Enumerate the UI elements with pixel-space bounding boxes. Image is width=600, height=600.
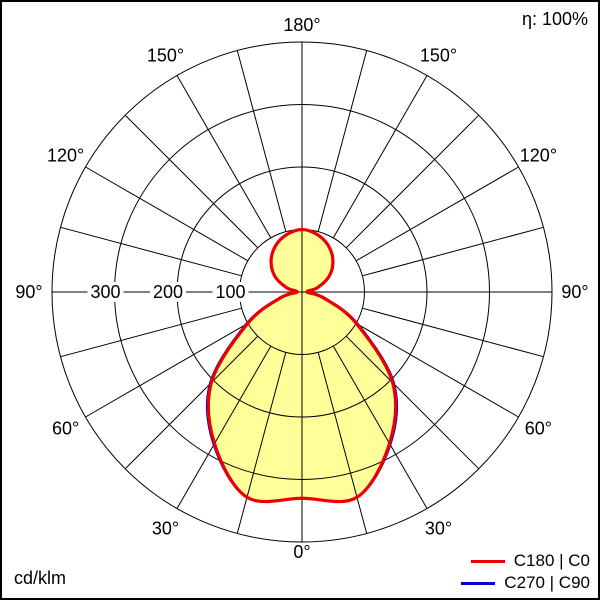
grid-radial [332, 75, 428, 239]
grid-radial [355, 166, 519, 262]
grid-radial [176, 345, 272, 509]
angle-label: 60° [525, 419, 552, 439]
grid-radial [176, 75, 272, 239]
angle-label: 30° [425, 518, 452, 538]
grid-radial [345, 114, 480, 249]
legend: C180 | C0 C270 | C90 [461, 550, 590, 594]
grid-radial [236, 352, 287, 534]
ring-label: 200 [153, 282, 183, 302]
grid-radial [85, 166, 249, 262]
grid-radial [317, 50, 368, 232]
ring-label-bg [87, 282, 124, 302]
curve-c180-c0 [206, 227, 398, 504]
angle-label: 90° [561, 282, 588, 302]
legend-item-c180-c0: C180 | C0 [470, 550, 590, 572]
ring-label-bg [212, 282, 249, 302]
grid-radial [332, 345, 428, 509]
grid-radial [317, 352, 368, 534]
legend-line-red [470, 559, 505, 563]
grid-radial [124, 335, 259, 470]
ring-label-bg [150, 282, 186, 302]
grid-radial [60, 307, 242, 358]
angle-label: 30° [152, 518, 179, 538]
angle-label: 120° [47, 146, 84, 166]
grid-radial [355, 322, 519, 418]
angle-label: 60° [52, 419, 79, 439]
angle-label: 120° [520, 146, 557, 166]
angle-label: 150° [147, 46, 184, 66]
unit-label: cd/klm [14, 568, 67, 588]
grid-radial [236, 50, 287, 232]
angle-label: 90° [15, 282, 42, 302]
angle-label: 150° [420, 46, 457, 66]
legend-line-blue [461, 581, 496, 585]
angle-label: 180° [283, 15, 320, 35]
grid-radial [362, 226, 544, 277]
ring-label: 100 [215, 282, 245, 302]
grid-radial [60, 226, 242, 277]
efficiency-label: η: 100% [521, 9, 588, 29]
angle-label: 0° [293, 542, 310, 562]
legend-label-c180-c0: C180 | C0 [513, 551, 590, 570]
grid-radial [124, 114, 259, 249]
grid-radial [345, 335, 480, 470]
grid-radial [85, 322, 249, 418]
ring-label: 300 [90, 282, 120, 302]
legend-label-c270-c90: C270 | C90 [504, 573, 590, 592]
grid-radial [362, 307, 544, 358]
legend-item-c270-c90: C270 | C90 [461, 572, 590, 594]
